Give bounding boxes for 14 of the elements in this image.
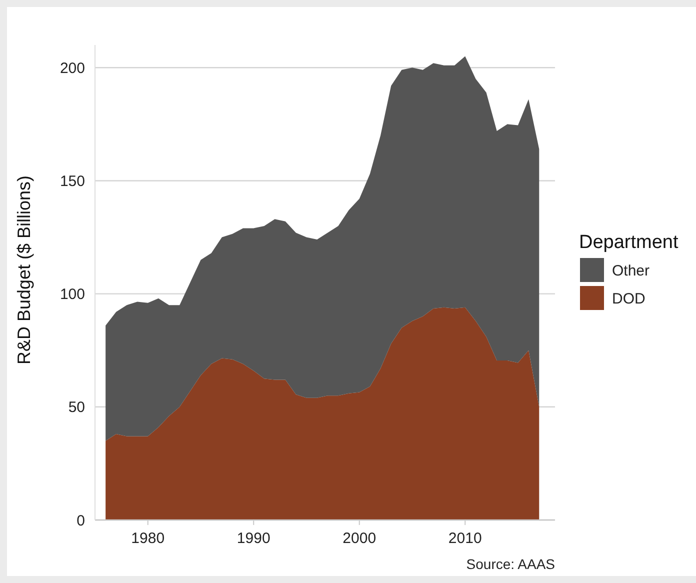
y-axis-title: R&D Budget ($ Billions) (14, 175, 34, 365)
y-tick-label: 200 (60, 60, 85, 77)
x-tick-label: 2000 (342, 530, 376, 547)
legend-label: Other (612, 262, 650, 280)
x-tick-label: 2010 (448, 530, 482, 547)
y-tick-label: 150 (60, 172, 85, 190)
legend-title: Department (579, 232, 679, 253)
y-tick-label: 50 (68, 399, 85, 416)
y-tick-label: 100 (60, 286, 85, 304)
x-tick-label: 1980 (131, 530, 165, 547)
source-note: Source: AAAS (466, 556, 555, 572)
x-tick-label: 1990 (236, 530, 270, 547)
y-tick-label: 0 (76, 512, 85, 530)
legend-label: DOD (612, 290, 646, 308)
